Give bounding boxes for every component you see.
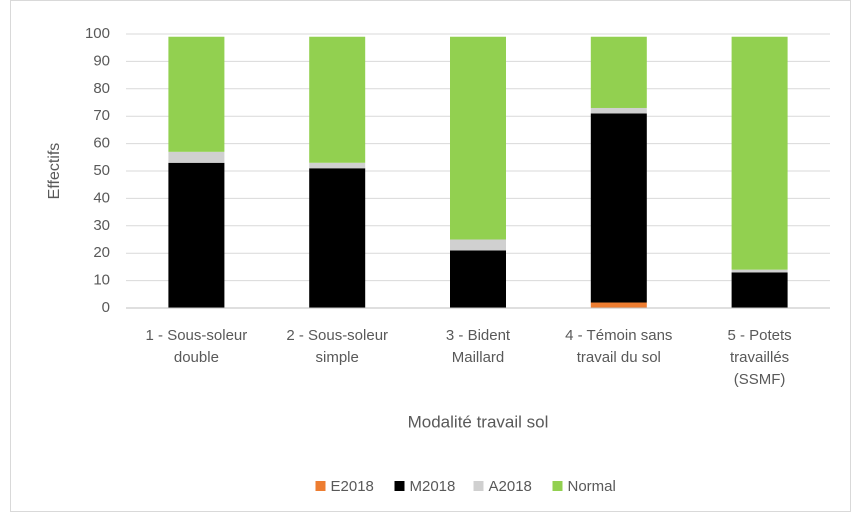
legend-swatch <box>394 481 405 491</box>
legend-swatch <box>473 481 484 491</box>
legend-label: Normal <box>568 478 616 495</box>
x-tick-label: 4 - Témoin sans travail du sol <box>565 327 672 366</box>
x-tick-label: 2 - Sous-soleur simple <box>286 327 388 366</box>
bar-segment <box>309 36 366 163</box>
y-tick-label: 60 <box>93 135 110 152</box>
bar-segment <box>168 151 225 163</box>
y-tick-label: 0 <box>102 299 110 316</box>
bar-segment <box>450 36 506 240</box>
bar-segment <box>590 113 647 303</box>
bar-segment <box>168 36 225 152</box>
y-tick-label: 80 <box>93 80 110 97</box>
bar-segment <box>590 302 647 308</box>
y-tick-label: 40 <box>93 189 110 206</box>
legend-label: M2018 <box>410 478 456 495</box>
y-tick-label: 20 <box>93 244 110 261</box>
bar-segment <box>168 162 225 308</box>
y-tick-label: 50 <box>93 162 110 179</box>
bar-segment <box>309 162 366 169</box>
bar-segment <box>450 250 506 308</box>
bar-segment <box>731 269 788 273</box>
y-tick-label: 70 <box>93 107 110 124</box>
legend-label: A2018 <box>489 478 532 495</box>
bar-segment <box>731 272 788 308</box>
x-axis-title: Modalité travail sol <box>408 412 549 431</box>
legend-swatch <box>552 481 563 491</box>
chart-frame <box>10 0 851 512</box>
bar-segment <box>309 168 366 308</box>
y-tick-label: 30 <box>93 217 110 234</box>
bar-segment <box>450 239 506 251</box>
y-tick-label: 10 <box>93 272 110 289</box>
x-tick-label: 3 - Bident Maillard <box>446 327 511 366</box>
y-axis-title: Effectifs <box>46 143 63 200</box>
y-tick-label: 100 <box>85 25 110 42</box>
bar-segment <box>590 107 647 114</box>
x-tick-label: 5 - Potets travaillés (SSMF) <box>727 327 791 388</box>
x-tick-label: 1 - Sous-soleur double <box>146 327 248 366</box>
y-tick-label: 90 <box>93 52 110 69</box>
legend-swatch <box>315 481 326 491</box>
bar-segment <box>590 36 647 108</box>
legend-label: E2018 <box>331 478 374 495</box>
bar-segment <box>731 36 788 270</box>
